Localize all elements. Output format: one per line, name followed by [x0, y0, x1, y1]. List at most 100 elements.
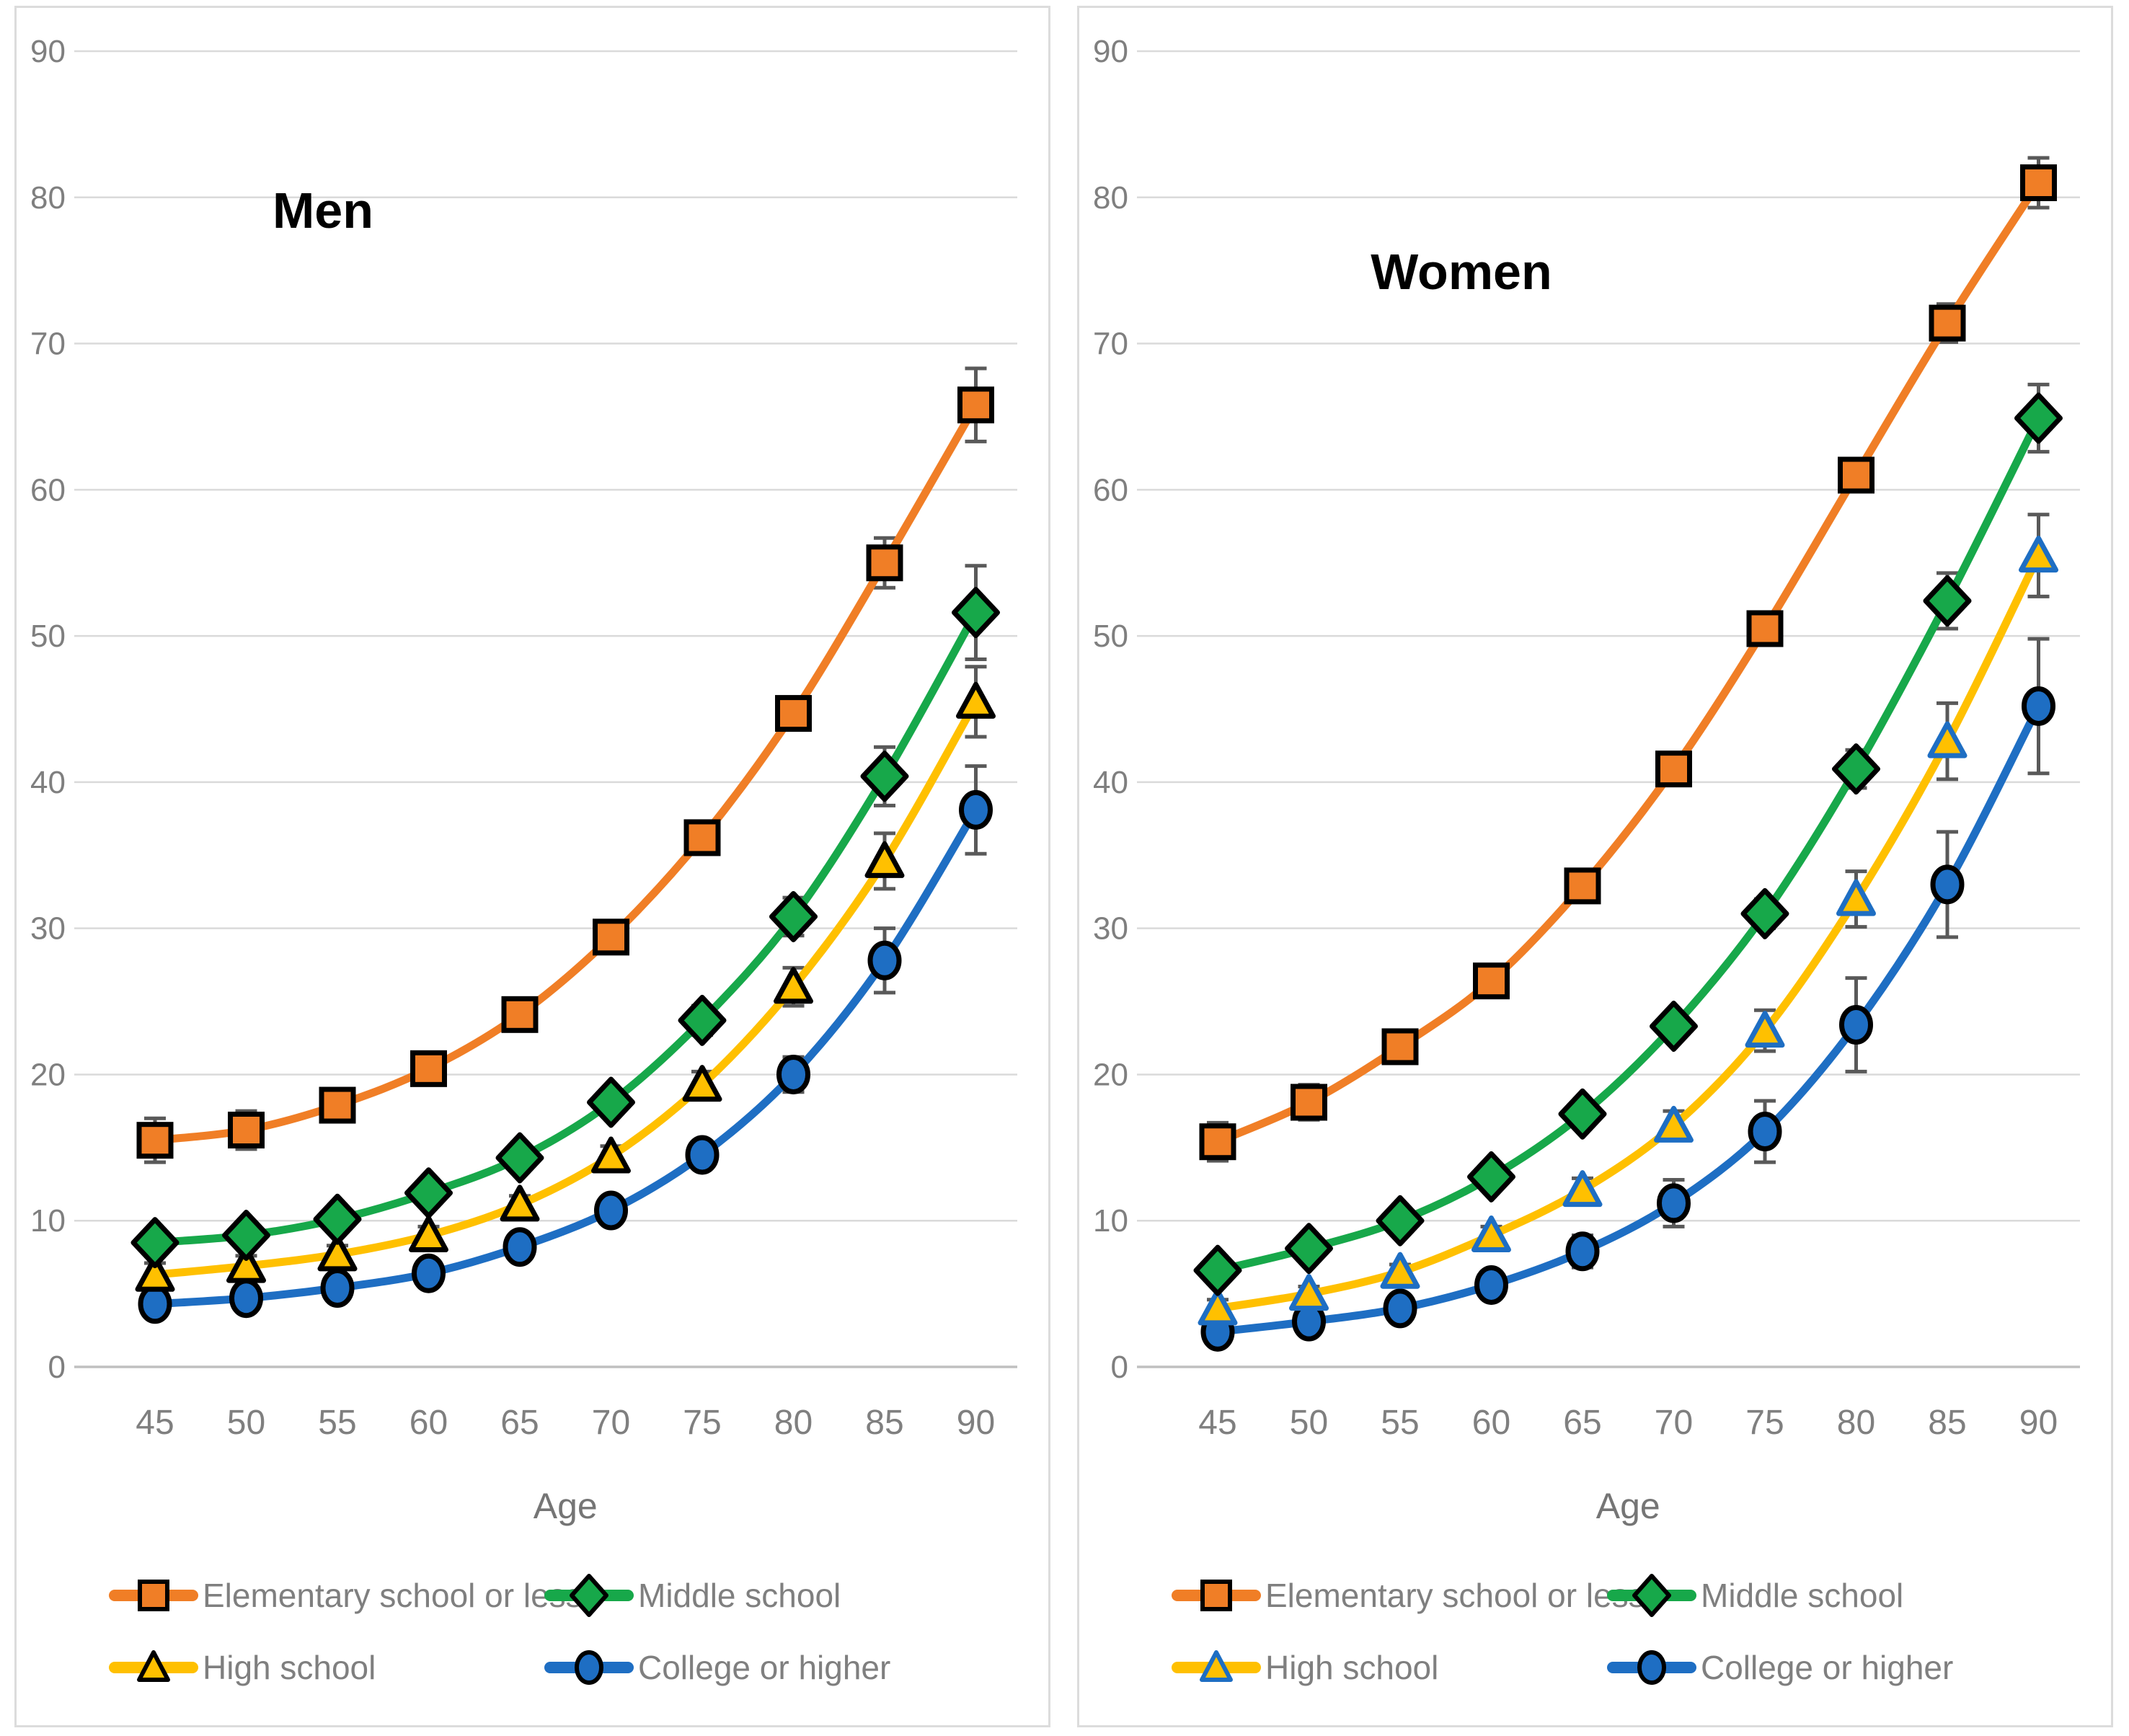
square-marker: [501, 996, 539, 1033]
y-axis-tick-label: 60: [30, 472, 66, 508]
diamond-marker: [1832, 743, 1880, 795]
legend-circle-marker: [575, 1650, 603, 1685]
x-axis-title: Age: [1596, 1486, 1660, 1526]
legend-triangle-marker: [137, 1650, 170, 1682]
diamond-marker: [1740, 887, 1789, 939]
legend-item: Middle school: [1607, 1574, 1903, 1617]
circle-marker: [959, 789, 993, 830]
legend-item: High school: [1172, 1649, 1438, 1686]
legend-diamond-marker: [570, 1574, 608, 1617]
gridlines-group: [74, 50, 1017, 1368]
legend-label: High school: [1265, 1649, 1438, 1686]
triangle-marker: [317, 1234, 358, 1272]
diamond-marker: [860, 750, 909, 802]
y-axis-tick-label: 0: [48, 1350, 66, 1385]
legend-circle-marker: [1637, 1650, 1666, 1685]
legend-item: High school: [109, 1649, 376, 1686]
x-axis-tick-label: 75: [1745, 1404, 1784, 1442]
x-axis-tick-label: 50: [227, 1404, 265, 1442]
triangle-marker: [409, 1215, 448, 1252]
circle-marker: [1565, 1231, 1600, 1272]
square-marker: [136, 1122, 174, 1159]
diamond-marker: [222, 1210, 270, 1261]
y-axis-tick-label: 70: [1093, 327, 1128, 362]
series-circle: [1200, 637, 2055, 1352]
series-line: [1213, 414, 2042, 1275]
series-square: [1199, 156, 2057, 1163]
x-axis-tick-label: 55: [318, 1404, 356, 1442]
triangle-marker: [682, 1065, 722, 1102]
circle-marker: [1930, 864, 1965, 905]
diamond-marker: [495, 1132, 544, 1184]
y-axis-tick-label: 20: [30, 1057, 66, 1092]
x-axis-tick-label: 85: [1928, 1404, 1966, 1442]
square-marker: [2020, 164, 2057, 201]
diamond-marker: [2014, 392, 2063, 444]
circle-marker: [320, 1268, 355, 1308]
diamond-marker: [1923, 575, 1972, 626]
triangle-marker: [1927, 721, 1968, 758]
x-axis-title: Age: [534, 1486, 598, 1526]
y-axis-tick-label: 50: [1093, 619, 1128, 654]
circle-marker: [503, 1227, 537, 1267]
square-marker: [1838, 456, 1875, 494]
x-axis-tick-label: 85: [865, 1404, 903, 1442]
triangle-marker: [500, 1184, 540, 1222]
circle-marker: [1474, 1265, 1508, 1305]
legend-label: Elementary school or less: [203, 1577, 583, 1614]
series-triangle: [1198, 513, 2058, 1326]
y-axis-tick-label: 30: [1093, 911, 1128, 947]
circle-marker: [2022, 686, 2055, 726]
square-marker: [866, 544, 903, 582]
legend-label: Middle school: [638, 1577, 841, 1614]
diamond-marker: [1467, 1151, 1515, 1203]
square-marker: [1381, 1028, 1419, 1066]
square-marker: [957, 386, 994, 424]
square-marker: [410, 1050, 447, 1087]
y-axis-tick-label: 80: [1093, 180, 1128, 216]
legend-diamond-marker: [1632, 1574, 1671, 1617]
legend-item: College or higher: [544, 1649, 890, 1686]
series-triangle: [135, 665, 996, 1292]
triangle-marker: [135, 1254, 175, 1292]
triangle-marker: [1198, 1288, 1238, 1326]
y-axis-tick-label: 40: [1093, 765, 1128, 800]
diamond-marker: [952, 587, 1000, 639]
y-axis-tick-label: 70: [30, 327, 66, 362]
x-axis-tick-label: 90: [957, 1404, 995, 1442]
legend-item: Elementary school or less: [109, 1577, 583, 1614]
women-chart-panel: 0 10 20 30 40 50 60 70 80 90 45 50 55 60 65 70 75 80 85 90 A…: [1077, 6, 2113, 1727]
x-axis-tick-label: 65: [500, 1404, 539, 1442]
men-chart: 0 10 20 30 40 50 60 70 80 90 45 50 55 60 65 70 75 80 85 90 A…: [30, 34, 1017, 1686]
x-axis-tick-label: 80: [774, 1404, 813, 1442]
x-axis-tick-label: 60: [1472, 1404, 1510, 1442]
diamond-marker: [1285, 1223, 1333, 1275]
diamond-marker: [1558, 1088, 1607, 1140]
women-chart: 0 10 20 30 40 50 60 70 80 90 45 50 55 60 65 70 75 80 85 90 A…: [1093, 34, 2080, 1686]
legend-item: Elementary school or less: [1172, 1577, 1645, 1614]
men-chart-panel: 0 10 20 30 40 50 60 70 80 90 45 50 55 60 65 70 75 80 85 90 A…: [14, 6, 1050, 1727]
square-marker: [593, 918, 629, 956]
circle-marker: [412, 1253, 446, 1293]
diamond-marker: [1376, 1195, 1425, 1246]
legend-square-marker: [1200, 1580, 1232, 1611]
x-axis-tick-label: 70: [592, 1404, 630, 1442]
chart-title: Men: [273, 182, 373, 239]
triangle-marker: [956, 681, 996, 719]
x-axis-tick-label: 55: [1381, 1404, 1419, 1442]
circle-marker: [229, 1278, 263, 1319]
circle-marker: [1748, 1112, 1782, 1152]
triangle-marker: [1562, 1170, 1603, 1208]
series-circle: [138, 764, 993, 1324]
series-diamond: [130, 564, 1000, 1269]
square-marker: [1291, 1084, 1327, 1121]
series-diamond: [1193, 382, 2063, 1296]
triangle-marker: [2019, 536, 2058, 573]
y-axis-tick-label: 10: [1093, 1203, 1128, 1239]
legend-item: Middle school: [544, 1574, 841, 1617]
legend-item: College or higher: [1607, 1649, 1953, 1686]
series-line: [151, 401, 980, 1145]
square-marker: [319, 1086, 356, 1124]
legend-label: Middle school: [1701, 1577, 1903, 1614]
chart-title: Women: [1371, 244, 1552, 300]
